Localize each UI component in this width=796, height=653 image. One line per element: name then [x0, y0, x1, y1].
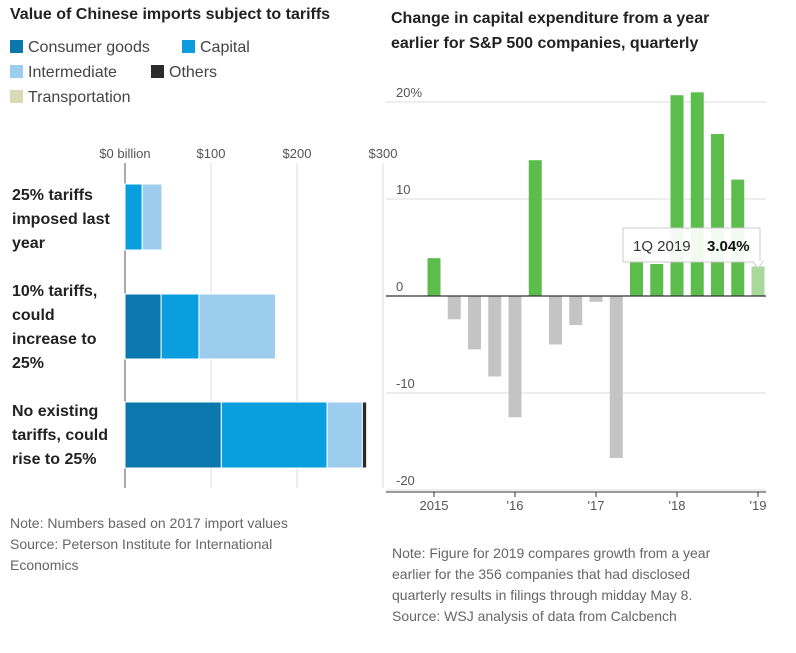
y-tick-label: 10	[396, 182, 410, 197]
bar-segment-capital	[220, 401, 328, 469]
category-label-line: imposed last	[12, 211, 110, 228]
legend-swatch-transportation	[10, 90, 23, 103]
legend-item-others: Others	[151, 63, 217, 83]
bar	[468, 296, 481, 350]
category-label-line: increase to	[12, 331, 97, 348]
x-tick-label: 2015	[420, 498, 449, 513]
category-label-line: rise to 25%	[12, 451, 97, 468]
bar-segment-intermediate	[141, 183, 163, 251]
legend-item-consumer-goods: Consumer goods	[10, 38, 150, 58]
legend-label: Transportation	[28, 89, 131, 106]
x-tick-label: '16	[507, 498, 524, 513]
note-line: quarterly results in filings through mid…	[392, 587, 693, 603]
x-tick-label: '17	[588, 498, 605, 513]
legend-label: Capital	[200, 39, 250, 56]
note-line: Source: Peterson Institute for Internati…	[10, 536, 273, 552]
bar	[427, 258, 441, 296]
category-label-2: 10% tariffs, could increase to 25%	[12, 280, 127, 376]
left-chart-note: Note: Numbers based on 2017 import value…	[10, 513, 288, 576]
bar	[650, 263, 664, 296]
legend-item-capital: Capital	[182, 38, 250, 58]
right-chart-title-line: earlier for S&P 500 companies, quarterly	[391, 35, 699, 52]
bar	[508, 296, 522, 418]
category-label-line: No existing	[12, 403, 99, 420]
bar	[670, 95, 684, 297]
note-line: Economics	[10, 557, 79, 573]
bar	[549, 296, 562, 345]
legend-swatch-consumer-goods	[10, 40, 23, 53]
y-tick-label: -20	[396, 473, 415, 488]
bar	[488, 296, 502, 377]
bar	[528, 160, 542, 296]
y-tick-label: -10	[396, 376, 415, 391]
category-label-line: 10% tariffs,	[12, 283, 98, 300]
left-chart-title: Value of Chinese imports subject to tari…	[10, 6, 331, 23]
annotation-callout: 1Q 2019 3.04%	[622, 227, 765, 269]
bar-segment-capital	[160, 293, 200, 360]
bar-highlighted	[751, 266, 765, 296]
x-tick-label: $100	[197, 146, 226, 161]
bar-segment-consumer-goods	[124, 293, 162, 360]
legend-label: Consumer goods	[28, 39, 150, 56]
legend-item-transportation: Transportation	[10, 88, 131, 108]
bar	[609, 296, 623, 458]
note-line: Note: Numbers based on 2017 import value…	[10, 515, 288, 531]
legend-label: Intermediate	[28, 64, 117, 81]
category-label-line: could	[12, 307, 55, 324]
x-tick-label: $0 billion	[99, 146, 150, 161]
y-tick-label: 0	[396, 279, 403, 294]
bar	[589, 296, 603, 302]
right-chart-title-line: Change in capital expenditure from a yea…	[391, 10, 710, 27]
x-tick-label: '18	[669, 498, 686, 513]
bar	[630, 257, 643, 296]
note-line: earlier for the 356 companies that had d…	[392, 566, 691, 582]
note-line: Source: WSJ analysis of data from Calcbe…	[392, 608, 677, 624]
bar-segment-intermediate	[198, 293, 277, 360]
right-chart-title: Change in capital expenditure from a yea…	[391, 6, 709, 56]
category-label-line: year	[12, 235, 45, 252]
annotation-pointer-mask	[754, 261, 762, 263]
category-label-line: tariffs, could	[12, 427, 109, 444]
annotation-label: 1Q 2019	[633, 238, 691, 255]
legend-swatch-intermediate	[10, 65, 23, 78]
bar-segment-others	[361, 401, 368, 469]
bar-segment-consumer-goods	[124, 401, 222, 469]
bar	[690, 92, 704, 296]
x-tick-label: $200	[283, 146, 312, 161]
note-line: Note: Figure for 2019 compares growth fr…	[392, 545, 711, 561]
annotation-box	[622, 227, 761, 263]
bar	[447, 296, 461, 320]
category-label-line: 25%	[12, 355, 45, 372]
x-tick-label: '19	[750, 498, 767, 513]
bar	[711, 134, 724, 296]
legend-swatch-capital	[182, 40, 195, 53]
category-label-3: No existing tariffs, could rise to 25%	[12, 400, 127, 472]
category-label-line: 25% tariffs	[12, 187, 93, 204]
legend-label: Others	[169, 64, 218, 81]
right-chart-note: Note: Figure for 2019 compares growth fr…	[392, 543, 710, 627]
legend-item-intermediate: Intermediate	[10, 63, 117, 83]
y-tick-label: 20%	[396, 85, 422, 100]
x-tick-label: $300	[369, 146, 398, 161]
annotation-value: 3.04%	[707, 238, 750, 255]
legend-swatch-others	[151, 65, 164, 78]
category-label-1: 25% tariffs imposed last year	[12, 184, 127, 256]
bar	[569, 296, 583, 326]
